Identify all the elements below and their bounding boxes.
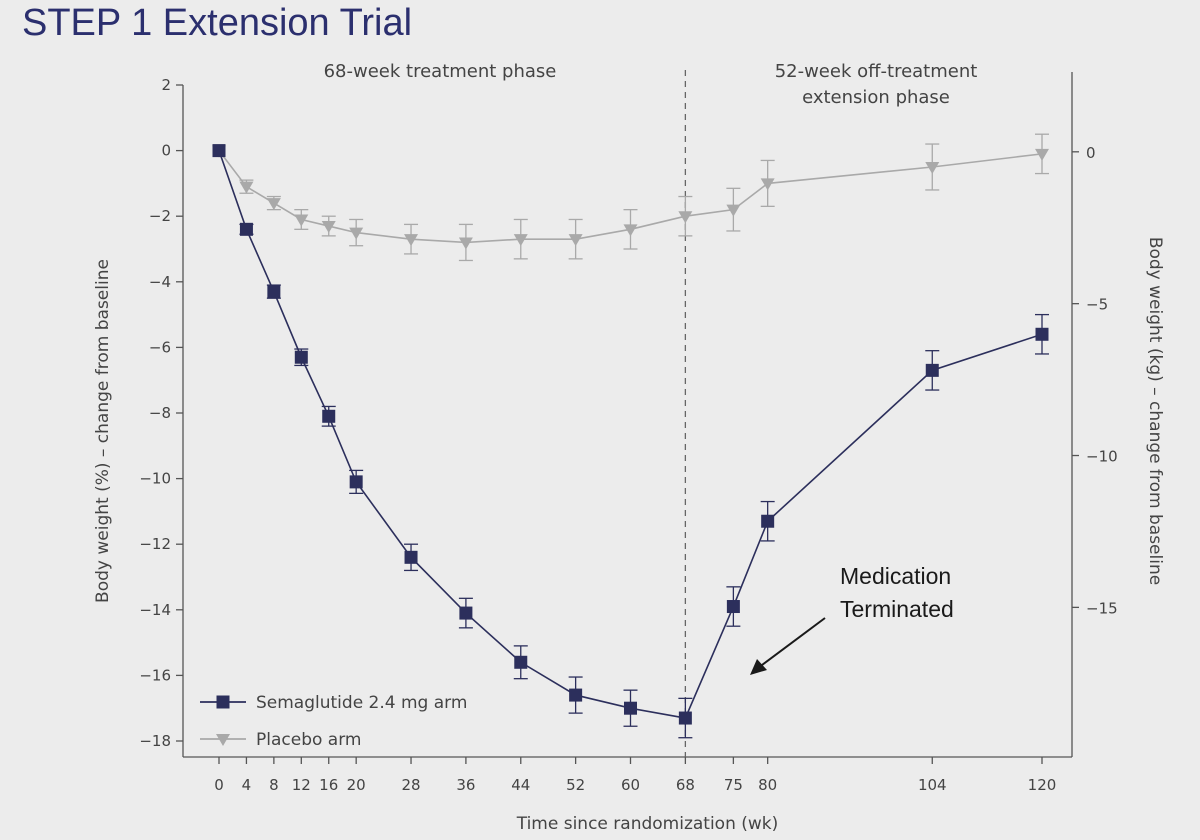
data-point <box>266 198 281 211</box>
x-tick-label: 20 <box>347 776 366 794</box>
data-point <box>216 734 230 746</box>
data-point <box>239 222 253 236</box>
y-tick-label-right: −15 <box>1086 599 1118 617</box>
data-point <box>349 227 364 240</box>
x-tick-label: 44 <box>511 776 530 794</box>
data-point <box>760 178 775 191</box>
annotation-arrow-head <box>750 659 767 675</box>
y-tick-label: −4 <box>149 273 171 291</box>
data-point <box>726 600 740 614</box>
data-point <box>404 234 419 247</box>
data-point <box>239 181 254 194</box>
data-point <box>726 204 741 217</box>
x-tick-label: 8 <box>269 776 279 794</box>
phase-label: 68-week treatment phase <box>324 61 557 82</box>
series-line <box>218 150 1043 719</box>
data-point <box>568 234 583 247</box>
data-point <box>925 162 940 174</box>
annotation-arrow-shaft <box>757 617 826 669</box>
annotation: Medication Terminated <box>750 563 954 675</box>
x-tick-label: 16 <box>319 776 338 794</box>
legend: Semaglutide 2.4 mg arm Placebo arm <box>200 693 467 750</box>
data-point <box>514 655 528 669</box>
data-point <box>321 221 336 234</box>
data-point <box>513 234 528 247</box>
data-point <box>294 350 308 364</box>
data-point <box>212 144 226 158</box>
y-tick-label: 0 <box>161 142 171 160</box>
phase-labels: 68-week treatment phase 52-week off-treat… <box>324 61 978 108</box>
phase-label: extension phase <box>802 87 950 108</box>
data-point <box>267 285 281 299</box>
data-point <box>294 214 309 227</box>
ticks: 20−2−4−6−8−10−12−14−16−180−5−10−150 4 8 12 1… <box>139 76 1117 794</box>
legend-label: Semaglutide 2.4 mg arm <box>256 693 467 713</box>
data-point <box>1035 148 1049 161</box>
x-tick-label: 0 <box>214 776 224 794</box>
y-axis-label-right: Body weight (kg) – change from baseline <box>1145 237 1165 585</box>
series-semaglutide <box>212 144 1049 739</box>
legend-label: Placebo arm <box>256 730 361 750</box>
series-placebo <box>212 133 1049 262</box>
annotation-text: Medication <box>840 563 951 589</box>
x-tick-label: 75 <box>724 776 743 794</box>
data-point <box>458 237 473 250</box>
x-tick-label: 80 <box>758 776 777 794</box>
y-tick-label: −14 <box>139 601 171 619</box>
x-tick-label: 60 <box>621 776 640 794</box>
x-tick-label: 52 <box>566 776 585 794</box>
y-tick-label: 2 <box>161 76 171 94</box>
y-tick-label: −2 <box>149 207 171 225</box>
data-point <box>678 211 693 224</box>
data-point <box>459 606 473 620</box>
x-tick-label: 4 <box>242 776 252 794</box>
axes <box>182 72 1073 758</box>
data-point <box>623 224 638 237</box>
data-point <box>322 409 336 423</box>
x-tick-label: 104 <box>918 776 947 794</box>
data-point <box>216 695 230 709</box>
data-point <box>569 688 583 702</box>
y-tick-label: −10 <box>139 470 171 488</box>
y-tick-label-right: 0 <box>1086 144 1096 162</box>
data-point <box>925 363 939 377</box>
series-layer <box>212 133 1049 739</box>
x-tick-label: 68 <box>676 776 695 794</box>
x-tick-label: 36 <box>456 776 475 794</box>
y-tick-label: −18 <box>139 732 171 750</box>
y-tick-label: −16 <box>139 666 171 684</box>
y-tick-label: −12 <box>139 535 171 553</box>
x-tick-label: 12 <box>292 776 311 794</box>
y-tick-label: −8 <box>149 404 171 422</box>
x-tick-label: 28 <box>401 776 420 794</box>
data-point <box>349 475 363 489</box>
series-line <box>218 150 1043 244</box>
slide-title: STEP 1 Extension Trial <box>22 2 413 44</box>
data-point <box>761 514 775 528</box>
y-tick-label-right: −10 <box>1086 448 1118 466</box>
x-axis-label: Time since randomization (wk) <box>516 814 779 834</box>
data-point <box>404 550 418 564</box>
data-point <box>1035 327 1049 341</box>
annotation-text: Terminated <box>840 596 954 622</box>
y-tick-label-right: −5 <box>1086 296 1108 314</box>
x-tick-label: 120 <box>1028 776 1057 794</box>
y-tick-label: −6 <box>149 338 171 356</box>
data-point <box>678 711 692 725</box>
y-axis-label: Body weight (%) – change from baseline <box>93 259 113 603</box>
phase-label: 52-week off-treatment <box>775 61 978 82</box>
data-point <box>624 701 637 715</box>
